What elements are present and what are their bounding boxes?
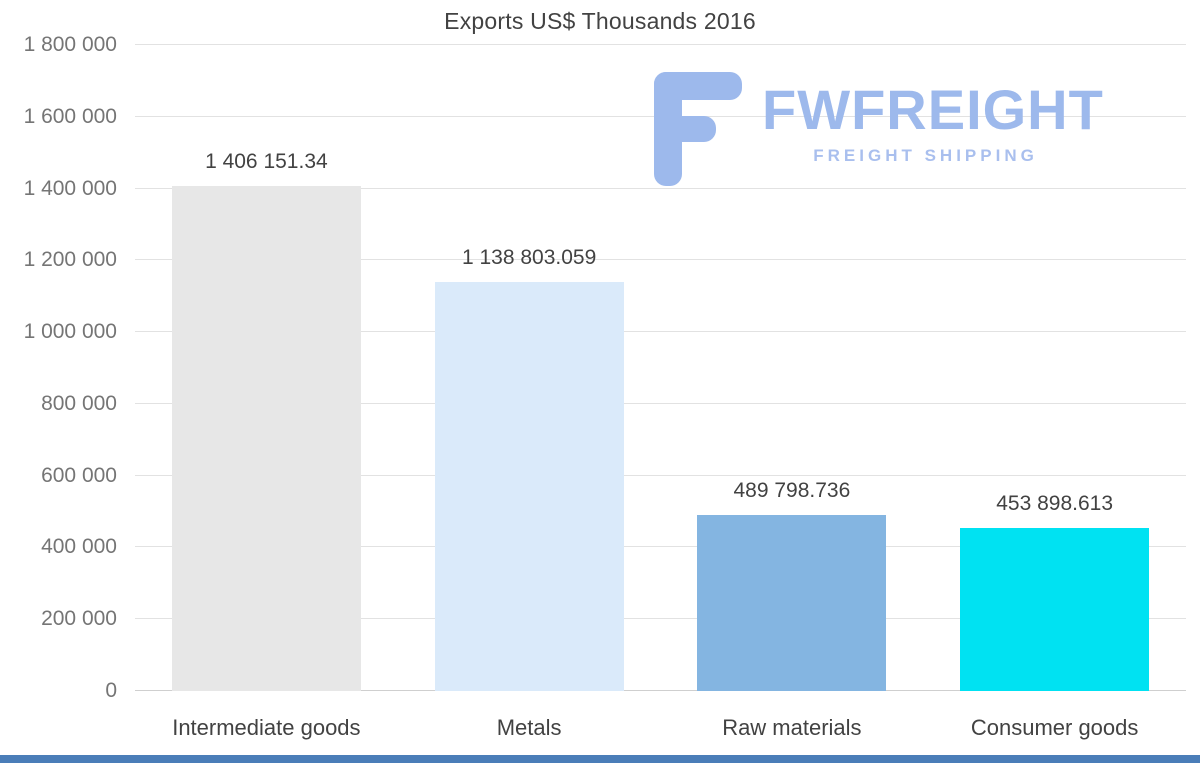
x-axis-category-label: Consumer goods [970,715,1139,740]
gridline [135,618,1186,620]
gridline [135,331,1186,333]
gridline [135,115,1186,117]
bar-consumer-goods [960,528,1150,691]
bar-metals [434,282,624,691]
bar-value-label: 1 138 803.059 [461,246,597,270]
y-axis-tick-label: 1 800 000 [23,33,117,56]
gridline [135,474,1186,476]
y-axis-tick-label: 0 [105,679,117,702]
y-axis-tick-label: 800 000 [41,391,117,415]
y-axis-tick-label: 600 000 [41,463,117,487]
y-axis-tick-label: 200 000 [41,607,117,631]
gridline [135,546,1186,548]
gridline [135,402,1186,404]
bar-value-label: 453 898.613 [996,492,1114,516]
y-axis-tick-label: 400 000 [41,535,117,559]
bar-raw-materials [697,515,887,691]
gridline [135,44,1186,45]
y-axis-tick-label: 1 600 000 [23,104,117,128]
y-axis-tick-label: 1 400 000 [23,176,117,200]
bar-value-label: 489 798.736 [733,479,851,503]
bar-value-label: 1 406 151.34 [205,150,328,174]
x-axis-category-label: Metals [496,715,562,740]
chart-title: Exports US$ Thousands 2016 [444,8,756,34]
y-axis-tick-label: 1 000 000 [23,320,117,344]
plot-area: 1 406 151.34 1 138 803.059 489 798.736 453 … [135,44,1186,691]
gridline [135,187,1186,189]
x-axis-category-label: Intermediate goods [172,715,361,740]
x-axis-category-label: Raw materials [722,715,862,740]
bottom-strip [0,755,1200,763]
y-axis: 0 200 000 400 000 600 000 800 000 1 000 000 1 … [0,33,125,702]
bar-intermediate-goods [171,186,361,691]
x-axis: Intermediate goods Metals Raw materials Con… [135,715,1186,749]
gridline [135,259,1186,261]
y-axis-tick-label: 1 200 000 [23,248,117,272]
gridline [135,690,1186,691]
